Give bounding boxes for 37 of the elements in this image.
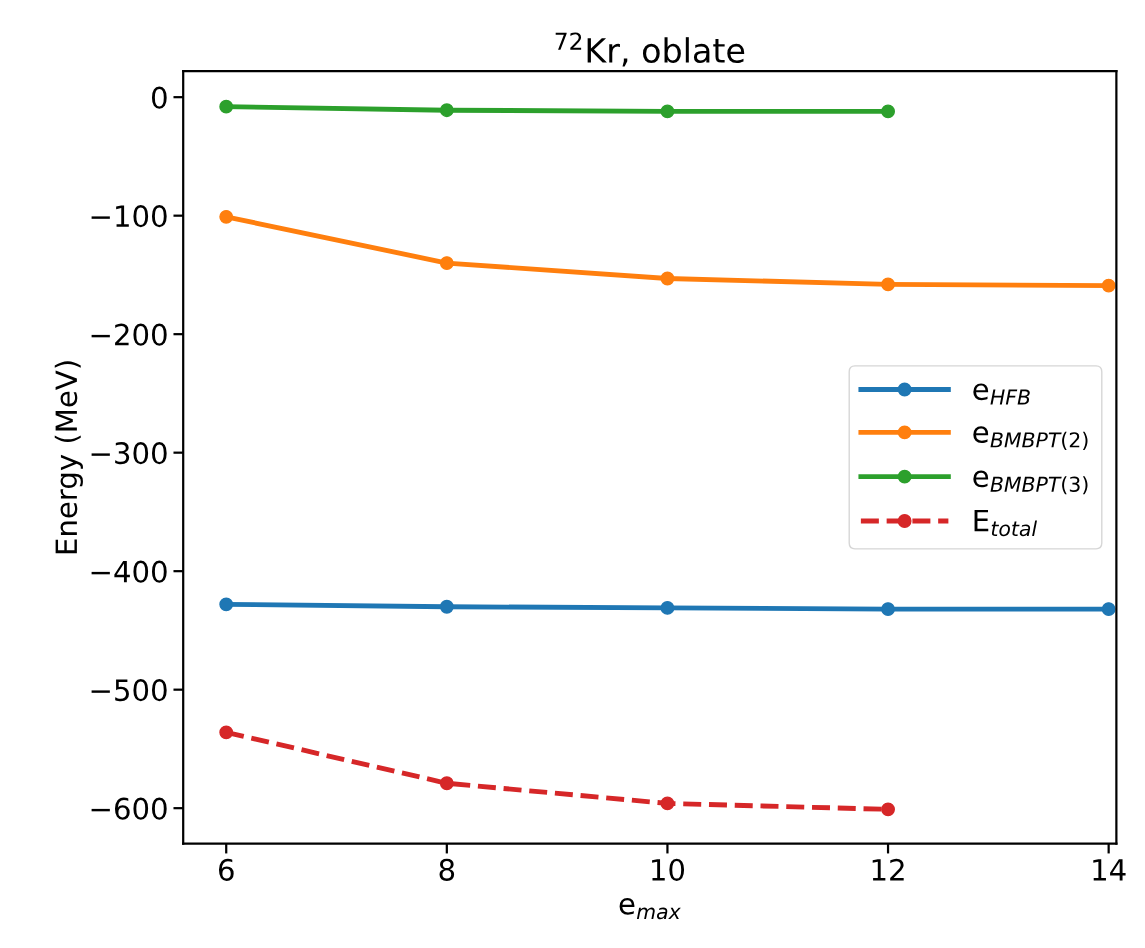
point	[219, 725, 234, 740]
point	[660, 796, 675, 811]
y-tick-label: −600	[91, 797, 167, 820]
point	[439, 776, 454, 791]
point	[1101, 278, 1116, 293]
y-tick-label: −200	[91, 323, 167, 346]
point	[881, 802, 895, 817]
x-axis-title: e$_{max}$	[619, 897, 681, 920]
y-tick-label: −500	[91, 679, 167, 702]
x-tick-label: 10	[652, 858, 685, 881]
point	[881, 277, 895, 292]
y-tick-label: 0	[151, 86, 167, 109]
x-tick-label: 14	[1093, 859, 1126, 881]
y-tick-label: −100	[91, 205, 167, 228]
point	[439, 599, 454, 614]
legend-label: e$_{BMBPT(3)}$	[973, 470, 1088, 495]
chart-title: $^{72}$Kr, oblate	[555, 32, 745, 67]
x-tick-label: 6	[218, 858, 234, 881]
point	[219, 597, 234, 612]
point	[660, 600, 675, 615]
y-tick-label: −300	[91, 442, 167, 465]
y-axis-title: Energy (MeV)	[54, 361, 83, 554]
point	[881, 602, 895, 617]
x-tick-label: 8	[439, 858, 455, 881]
point	[219, 209, 234, 224]
point	[881, 104, 895, 119]
point	[439, 103, 454, 118]
legend-label: E$_{total}$	[974, 509, 1037, 537]
point	[219, 99, 234, 114]
point	[439, 256, 454, 271]
x-tick-label: 12	[872, 858, 904, 881]
legend-label: e$_{HFB}$	[973, 383, 1030, 405]
legend-label: e$_{BMBPT(2)}$	[973, 426, 1088, 451]
y-tick-label: −400	[91, 560, 167, 583]
point	[660, 104, 675, 119]
point	[1101, 602, 1116, 617]
point	[660, 271, 675, 286]
